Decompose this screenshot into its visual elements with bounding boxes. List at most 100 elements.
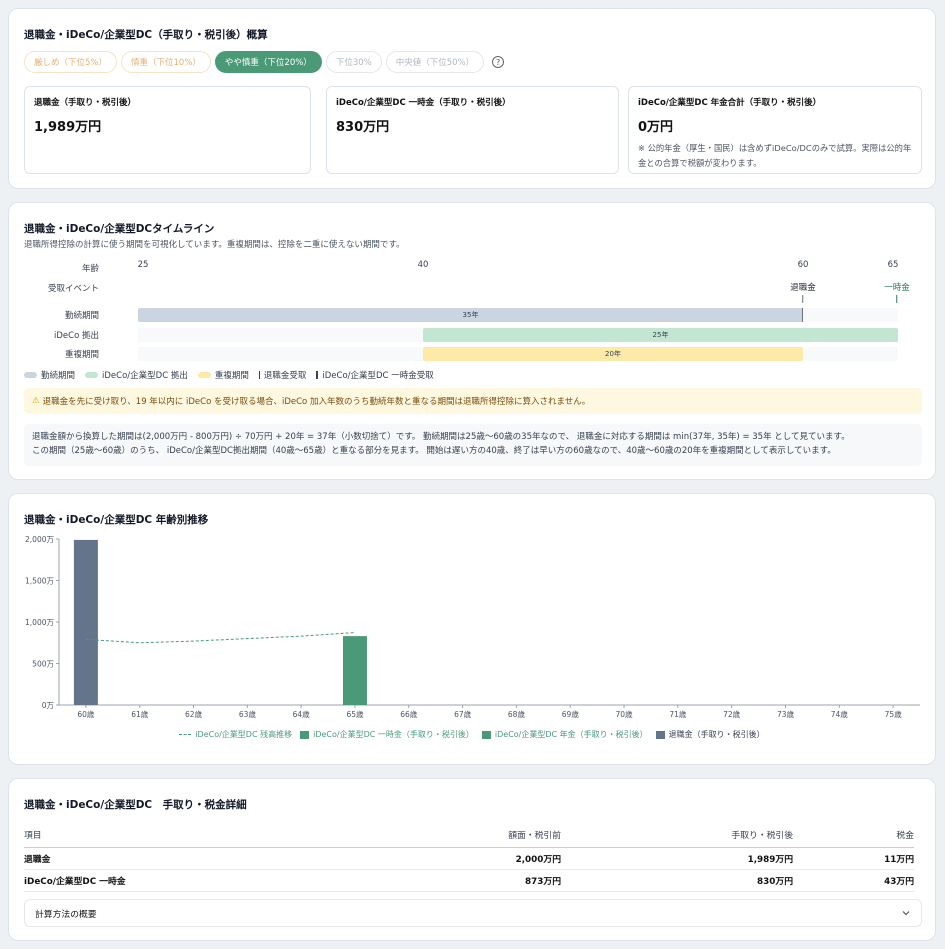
cell-net: 830万円 — [561, 869, 793, 892]
x-tick-label: 75歳 — [885, 709, 903, 719]
x-tick-label: 61歳 — [131, 709, 149, 719]
balance-line — [85, 632, 356, 644]
metric-label: iDeCo/企業型DC 一時金（手取り・税引後） — [336, 98, 511, 108]
event-marker — [896, 295, 898, 303]
x-tick-label: 74歳 — [831, 709, 849, 719]
legend-label: iDeCo/企業型DC 年金（手取り・税引後） — [494, 730, 648, 739]
chart-card: 退職金・iDeCo/企業型DC 年齢別推移 0万 500万 1,000万 1,500万… — [8, 493, 936, 765]
x-tick-label: 68歳 — [508, 709, 526, 719]
th-net: 手取り・税引後 — [561, 823, 793, 848]
age-tick-40: 40 — [417, 260, 429, 270]
chart-legend-item: iDeCo/企業型DC 一時金（手取り・税引後） — [300, 729, 474, 740]
chip-somewhat-careful[interactable]: やや慎重（下位20%） — [214, 51, 322, 73]
chart-title: 退職金・iDeCo/企業型DC 年齢別推移 — [24, 514, 209, 526]
x-tick-label: 70歳 — [616, 709, 634, 719]
metric-ideco-pension: iDeCo/企業型DC 年金合計（手取り・税引後） 0万円 ※ 公的年金（厚生・… — [628, 86, 922, 174]
x-tick-label: 63歳 — [239, 709, 257, 719]
legend-label: iDeCo/企業型DC 拠出 — [102, 371, 188, 381]
legend-label: iDeCo/企業型DC 一時金受取 — [322, 371, 434, 381]
y-tick-label: 0万 — [42, 701, 55, 710]
legend-retirement: 退職金受取 — [258, 369, 306, 381]
ideco-bar: 25年 — [423, 328, 898, 342]
chart-legend-item: 退職金（手取り・税引後） — [655, 729, 765, 740]
help-icon[interactable]: ? — [492, 56, 505, 68]
calc-method-accordion[interactable]: 計算方法の概要 — [24, 899, 922, 927]
event-lump-label: 一時金 — [884, 283, 910, 293]
chip-strict[interactable]: 厳しめ（下位5%） — [24, 51, 117, 73]
chart-legend: iDeCo/企業型DC 残高推移 iDeCo/企業型DC 一時金（手取り・税引後）… — [9, 729, 935, 740]
chart-legend-item: iDeCo/企業型DC 年金（手取り・税引後） — [481, 729, 648, 740]
y-tick-label: 500万 — [32, 660, 54, 669]
chip-median[interactable]: 中央値（下位50%） — [385, 51, 485, 73]
event-lump-sum: 一時金 — [884, 281, 910, 303]
metric-value: 0万円 — [638, 120, 674, 135]
details-table: 項目 額面・税引前 手取り・税引後 税金 退職金 2,000万円 1,989万円… — [24, 823, 914, 892]
legend-swatch — [300, 730, 310, 739]
cell-item: iDeCo/企業型DC 一時金 — [24, 869, 344, 892]
legend-swatch — [85, 372, 99, 378]
cell-net: 1,989万円 — [561, 847, 793, 870]
x-tick-label: 69歳 — [562, 709, 580, 719]
warning-icon: ⚠ — [32, 396, 40, 406]
th-tax: 税金 — [793, 823, 914, 848]
timeline-legend: 勤続期間 iDeCo/企業型DC 拠出 重複期間 退職金受取 iDeCo/企業型… — [24, 369, 434, 381]
age-tick-25: 25 — [137, 260, 149, 270]
legend-label: iDeCo/企業型DC 一時金（手取り・税引後） — [313, 730, 474, 739]
work-end-marker — [802, 308, 803, 322]
metric-label: iDeCo/企業型DC 年金合計（手取り・税引後） — [638, 98, 822, 108]
event-marker — [802, 295, 804, 303]
calc-explanation: 退職金額から換算した期間は(2,000万円 - 800万円) ÷ 70万円 + … — [24, 424, 922, 466]
metric-label: 退職金（手取り・税引後） — [34, 98, 137, 108]
legend-swatch — [197, 372, 211, 378]
legend-swatch — [481, 730, 491, 739]
overlap-alert: ⚠ 退職金を先に受け取り、19 年以内に iDeCo を受け取る場合、iDeCo… — [24, 388, 922, 414]
metric-value: 1,989万円 — [34, 120, 102, 135]
legend-work: 勤続期間 — [24, 369, 75, 381]
age-chart: 0万 500万 1,000万 1,500万 2,000万 60歳 61歳 62歳 63歳 64歳 6… — [25, 535, 920, 719]
alert-text: 退職金を先に受け取り、19 年以内に iDeCo を受け取る場合、iDeCo 加… — [42, 397, 591, 407]
timeline-card: 退職金・iDeCo/企業型DCタイムライン 退職所得控除の計算に使う期間を可視化… — [8, 202, 936, 480]
chevron-down-icon — [902, 911, 910, 916]
cell-tax: 11万円 — [793, 847, 914, 870]
legend-label: 勤続期間 — [41, 371, 76, 381]
details-title: 退職金・iDeCo/企業型DC 手取り・税金詳細 — [24, 799, 247, 811]
metric-ideco-lump: iDeCo/企業型DC 一時金（手取り・税引後） 830万円 — [326, 86, 619, 174]
x-tick-label: 65歳 — [346, 709, 364, 719]
legend-swatch — [655, 730, 665, 739]
x-tick-label: 72歳 — [723, 709, 741, 719]
x-tick-label: 71歳 — [669, 709, 687, 719]
cell-tax: 43万円 — [793, 869, 914, 892]
legend-label: 退職金（手取り・税引後） — [668, 730, 765, 739]
metric-retirement: 退職金（手取り・税引後） 1,989万円 — [24, 86, 311, 174]
th-item: 項目 — [24, 823, 344, 848]
work-bar: 35年 — [138, 308, 803, 322]
row-label-age: 年齢 — [81, 264, 99, 274]
chip-careful[interactable]: 慎重（下位10%） — [121, 51, 211, 73]
x-tick-label: 60歳 — [77, 709, 95, 719]
y-tick-label: 1,500万 — [25, 577, 54, 586]
details-card: 退職金・iDeCo/企業型DC 手取り・税金詳細 項目 額面・税引前 手取り・税… — [8, 778, 936, 941]
ideco-track: 25年 — [138, 328, 898, 342]
legend-line — [316, 371, 319, 379]
legend-swatch — [179, 734, 192, 735]
timeline-title: 退職金・iDeCo/企業型DCタイムライン — [24, 223, 215, 235]
accordion-label: 計算方法の概要 — [35, 909, 97, 920]
overlap-bar: 20年 — [423, 347, 803, 361]
row-label-ideco: iDeCo 拠出 — [54, 331, 99, 341]
row-label-overlap: 重複期間 — [64, 350, 99, 360]
x-tick-label: 73歳 — [777, 709, 795, 719]
calc-line-1: 退職金額から換算した期間は(2,000万円 - 800万円) ÷ 70万円 + … — [32, 432, 850, 442]
th-gross: 額面・税引前 — [344, 823, 561, 848]
y-tick-label: 1,000万 — [25, 618, 54, 627]
row-label-work: 勤続期間 — [64, 311, 99, 321]
summary-title: 退職金・iDeCo/企業型DC（手取り・税引後）概算 — [24, 29, 268, 41]
x-tick-label: 62歳 — [185, 709, 203, 719]
legend-label: 重複期間 — [214, 371, 249, 381]
table-row: iDeCo/企業型DC 一時金 873万円 830万円 43万円 — [24, 869, 914, 892]
calc-line-2: この期間（25歳〜60歳）のうち、 iDeCo/企業型DC拠出期間（40歳〜65… — [32, 446, 836, 456]
age-tick-65: 65 — [887, 260, 899, 270]
x-tick-label: 67歳 — [454, 709, 472, 719]
chip-lower30[interactable]: 下位30% — [325, 51, 382, 73]
overlap-track: 20年 — [138, 347, 898, 361]
metric-note: ※ 公的年金（厚生・国民）は含めずiDeCo/DCのみで試算。実際は公的年金との… — [638, 143, 912, 168]
